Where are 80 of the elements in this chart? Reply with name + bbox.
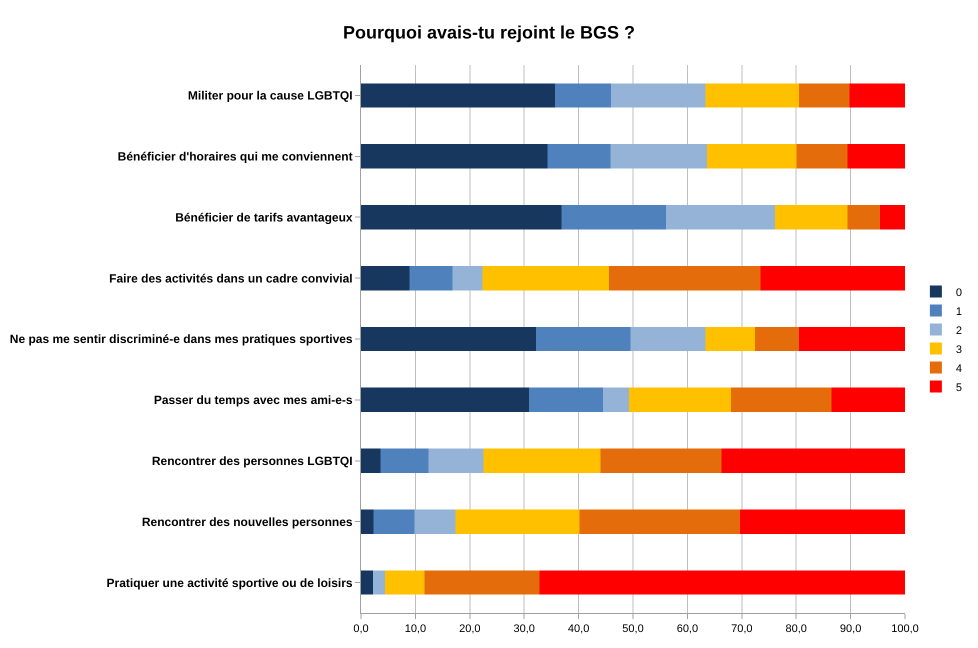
bar bbox=[529, 388, 604, 412]
chart-title: Pourquoi avais-tu rejoint le BGS ? bbox=[342, 22, 636, 43]
x-tick-label: 100,0 bbox=[891, 623, 919, 636]
bar bbox=[705, 83, 799, 108]
x-tick-label: 0,0 bbox=[353, 623, 369, 636]
bar bbox=[456, 509, 580, 534]
bar bbox=[361, 326, 536, 352]
bar bbox=[798, 326, 905, 352]
y-tick-label: Ne pas me sentir discriminé-e dans mes pratiques sportives bbox=[10, 332, 353, 346]
bar bbox=[555, 83, 612, 108]
x-tick-label: 60,0 bbox=[676, 623, 698, 636]
y-tick-label: Rencontrer des nouvelles personnes bbox=[142, 514, 353, 529]
bar bbox=[600, 448, 722, 473]
x-tick-label: 40,0 bbox=[568, 623, 590, 636]
bar bbox=[666, 205, 775, 230]
x-tick-label: 30,0 bbox=[513, 623, 535, 636]
bar bbox=[609, 266, 760, 290]
legend-label: 1 bbox=[956, 306, 962, 318]
x-tick-label: 80,0 bbox=[785, 623, 807, 636]
bar bbox=[760, 266, 905, 290]
bar bbox=[374, 509, 414, 534]
bar bbox=[740, 509, 905, 534]
bar bbox=[361, 205, 562, 230]
legend-label: 4 bbox=[956, 362, 962, 375]
bar bbox=[361, 266, 410, 290]
bar bbox=[603, 388, 630, 412]
x-tick-label: 90,0 bbox=[840, 623, 862, 636]
bar bbox=[847, 205, 880, 230]
x-tick-label: 20,0 bbox=[459, 623, 481, 636]
bar bbox=[796, 144, 848, 169]
bar bbox=[722, 448, 905, 473]
legend-label: 5 bbox=[956, 382, 962, 394]
y-tick-label: Bénéficier d'horaires qui me conviennent bbox=[118, 150, 353, 164]
bar bbox=[630, 326, 706, 352]
y-tick-label: Bénéficier de tarifs avantageux bbox=[175, 210, 353, 224]
bar bbox=[361, 388, 530, 412]
bar bbox=[548, 144, 611, 169]
bar bbox=[380, 448, 428, 473]
legend-label: 0 bbox=[956, 286, 962, 299]
bar bbox=[562, 205, 666, 230]
bar bbox=[832, 388, 905, 412]
x-tick-label: 70,0 bbox=[731, 623, 753, 636]
bar bbox=[774, 205, 848, 230]
bar bbox=[361, 144, 548, 169]
y-tick-label: Pratiquer une activité sportive ou de loisirs bbox=[106, 576, 353, 590]
y-tick-label: Faire des activités dans un cadre convivial bbox=[109, 271, 353, 286]
bar bbox=[428, 448, 484, 473]
bar bbox=[452, 266, 482, 290]
bar bbox=[754, 326, 799, 352]
bar bbox=[384, 570, 425, 595]
bar bbox=[610, 144, 707, 169]
bar bbox=[483, 448, 600, 473]
y-tick-label: Passer du temps avec mes ami-e-s bbox=[154, 393, 353, 408]
bar bbox=[880, 205, 905, 230]
bar bbox=[536, 326, 630, 352]
bar bbox=[611, 83, 706, 108]
bar bbox=[409, 266, 452, 290]
bar bbox=[414, 509, 456, 534]
legend-label: 2 bbox=[956, 324, 962, 337]
bar bbox=[372, 570, 385, 595]
y-tick-label: Rencontrer des personnes LGBTQI bbox=[152, 454, 353, 468]
bar bbox=[847, 144, 905, 169]
y-tick-label: Militer pour la cause LGBTQI bbox=[188, 88, 353, 103]
bar bbox=[361, 83, 556, 108]
bar bbox=[798, 83, 850, 108]
legend-label: 3 bbox=[956, 344, 962, 356]
bar bbox=[361, 448, 381, 473]
bar bbox=[850, 83, 905, 108]
x-tick-label: 10,0 bbox=[404, 623, 426, 636]
bar bbox=[730, 388, 832, 412]
bar bbox=[580, 509, 740, 534]
bar bbox=[706, 144, 797, 169]
bar bbox=[361, 570, 373, 595]
x-tick-label: 50,0 bbox=[622, 623, 644, 636]
bar bbox=[361, 509, 374, 534]
bar bbox=[539, 570, 905, 595]
bar bbox=[482, 266, 610, 290]
bar bbox=[629, 388, 731, 412]
bar bbox=[705, 326, 755, 352]
bar bbox=[424, 570, 540, 595]
